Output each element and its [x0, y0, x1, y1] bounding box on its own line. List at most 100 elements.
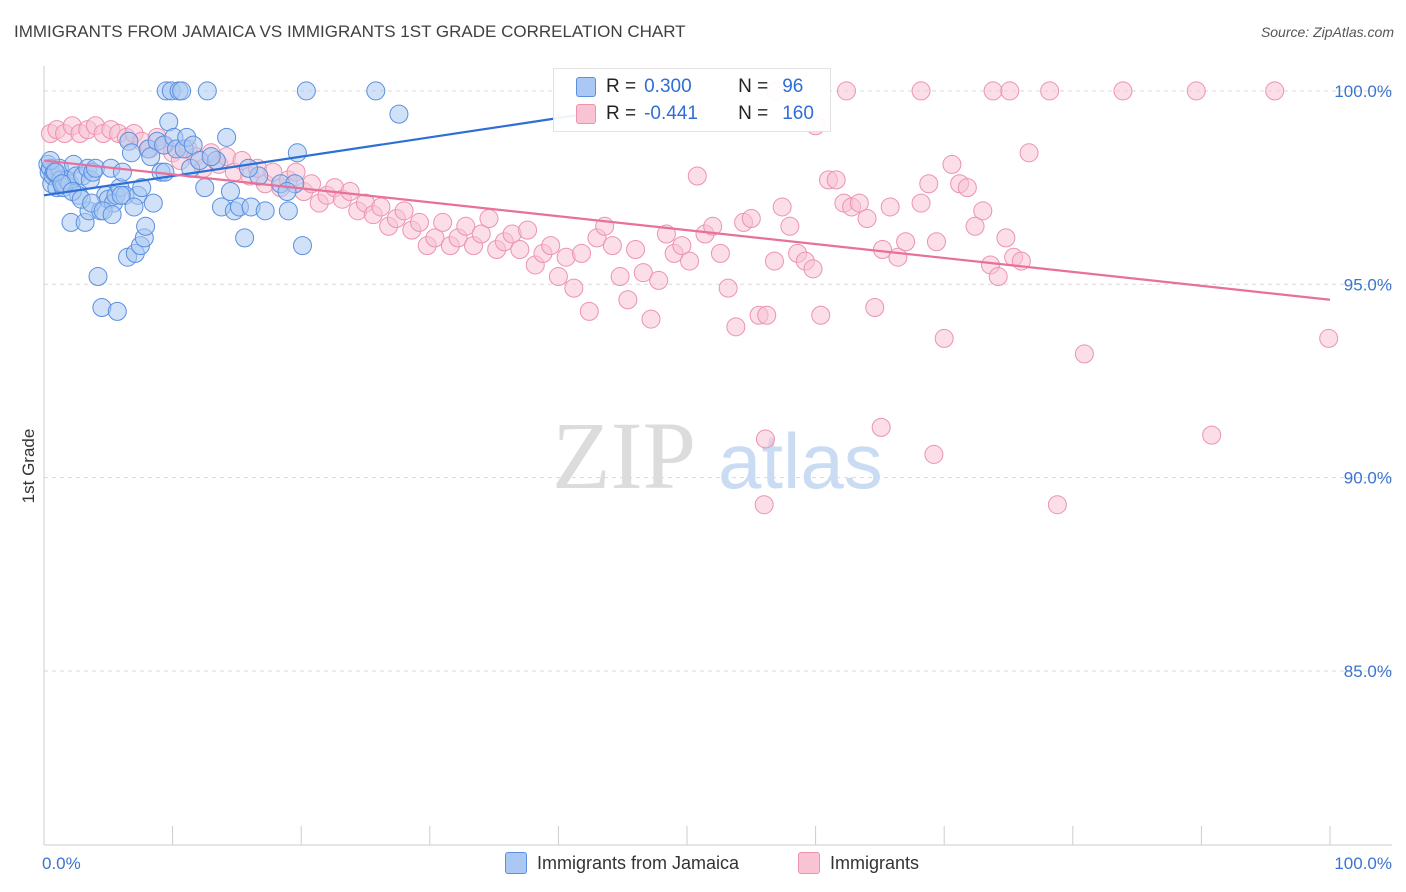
- immigrants-point: [988, 267, 1008, 287]
- immigrants-point: [703, 216, 723, 236]
- immigrants-point: [926, 232, 946, 252]
- immigrants-point: [1000, 81, 1020, 101]
- jamaica-point: [107, 301, 127, 321]
- r-label: R =: [606, 103, 637, 124]
- immigrants-point: [649, 270, 669, 290]
- immigrants-point: [510, 239, 530, 259]
- jamaica-point: [88, 267, 108, 287]
- n-label: N =: [738, 76, 769, 97]
- y-tick-label: 100.0%: [1334, 82, 1392, 101]
- immigrants-point: [633, 263, 653, 283]
- immigrants-point: [371, 197, 391, 217]
- immigrants-point: [410, 212, 430, 232]
- immigrants-point: [1265, 81, 1285, 101]
- immigrants-point: [754, 495, 774, 515]
- tick-labels: 100.0% 95.0% 90.0% 85.0% 0.0% 100.0%: [42, 82, 1392, 873]
- immigrants-point: [934, 328, 954, 348]
- immigrants-point: [942, 154, 962, 174]
- n-label: N =: [738, 103, 769, 124]
- immigrants-point: [757, 305, 777, 325]
- legend-item-immigrants[interactable]: Immigrants: [798, 852, 919, 874]
- jamaica-point: [111, 185, 131, 205]
- immigrants-point: [755, 429, 775, 449]
- immigrants-point: [456, 216, 476, 236]
- immigrants-point: [610, 267, 630, 287]
- immigrants-point: [1074, 344, 1094, 364]
- jamaica-trend-line: [43, 113, 585, 197]
- jamaica-point: [238, 158, 258, 178]
- immigrants-point: [983, 81, 1003, 101]
- immigrants-point: [1019, 143, 1039, 163]
- immigrants-point: [911, 81, 931, 101]
- watermark-zip: ZIP: [552, 402, 696, 509]
- immigrants-point: [518, 220, 538, 240]
- jamaica-point: [136, 216, 156, 236]
- immigrants-point: [1186, 81, 1206, 101]
- r-label: R =: [606, 76, 637, 97]
- jamaica-point: [389, 104, 409, 124]
- jamaica-point: [201, 147, 221, 167]
- r-value: 0.300: [644, 76, 692, 97]
- immigrants-point: [726, 317, 746, 337]
- x-tick-label: 0.0%: [42, 854, 81, 873]
- immigrants-point: [865, 297, 885, 317]
- legend-label-jamaica: Immigrants from Jamaica: [537, 852, 740, 873]
- immigrants-point: [433, 212, 453, 232]
- immigrants-point: [811, 305, 831, 325]
- immigrants-point: [780, 216, 800, 236]
- immigrants-point: [957, 178, 977, 198]
- jamaica-swatch: [576, 77, 596, 97]
- stats-legend: R = 0.300 N = 96 R = -0.441 N = 160: [553, 68, 831, 132]
- legend-item-jamaica[interactable]: Immigrants from Jamaica: [505, 852, 739, 874]
- jamaica-point: [235, 228, 255, 248]
- immigrants-point: [579, 301, 599, 321]
- jamaica-point: [217, 127, 237, 147]
- x-tick-label: 100.0%: [1334, 854, 1392, 873]
- immigrants-point: [973, 201, 993, 221]
- jamaica-point: [197, 81, 217, 101]
- immigrants-point: [911, 193, 931, 213]
- source-label: Source: ZipAtlas.com: [1260, 24, 1394, 40]
- immigrants-point: [548, 267, 568, 287]
- immigrants-point: [880, 197, 900, 217]
- immigrants-point: [772, 197, 792, 217]
- y-tick-label: 85.0%: [1344, 662, 1392, 681]
- watermark-atlas: atlas: [718, 417, 883, 505]
- immigrants-point: [741, 209, 761, 229]
- immigrants-trend-line: [43, 159, 1331, 301]
- jamaica-point: [143, 193, 163, 213]
- immigrants-point: [718, 278, 738, 298]
- immigrants-point: [710, 243, 730, 263]
- immigrants-point: [340, 181, 360, 201]
- immigrants-point: [1040, 81, 1060, 101]
- immigrants-point: [803, 259, 823, 279]
- legend-label-immigrants: Immigrants: [830, 852, 920, 873]
- immigrants-point: [1319, 328, 1339, 348]
- stats-row-jamaica: R = 0.300 N = 96: [554, 73, 803, 101]
- n-value: 96: [782, 76, 804, 97]
- immigrants-point: [965, 216, 985, 236]
- immigrants-point: [672, 236, 692, 256]
- jamaica-point: [132, 178, 152, 198]
- jamaica-point: [172, 81, 192, 101]
- immigrants-point: [687, 166, 707, 186]
- immigrants-point: [996, 228, 1016, 248]
- immigrants-point: [896, 232, 916, 252]
- immigrants-point: [425, 228, 445, 248]
- immigrants-point: [680, 251, 700, 271]
- immigrants-swatch: [576, 104, 596, 124]
- immigrants-point: [471, 224, 491, 244]
- jamaica-point: [124, 197, 144, 217]
- immigrants-point: [919, 174, 939, 194]
- trend-lines: [43, 113, 1331, 301]
- immigrants-point: [849, 193, 869, 213]
- immigrants-point: [857, 209, 877, 229]
- immigrants-point: [1202, 425, 1222, 445]
- n-value: 160: [782, 103, 814, 124]
- immigrants-point: [618, 290, 638, 310]
- immigrants-point: [394, 201, 414, 221]
- jamaica-point: [278, 201, 298, 221]
- stats-row-immigrants: R = -0.441 N = 160: [554, 100, 814, 128]
- y-tick-label: 95.0%: [1344, 275, 1392, 294]
